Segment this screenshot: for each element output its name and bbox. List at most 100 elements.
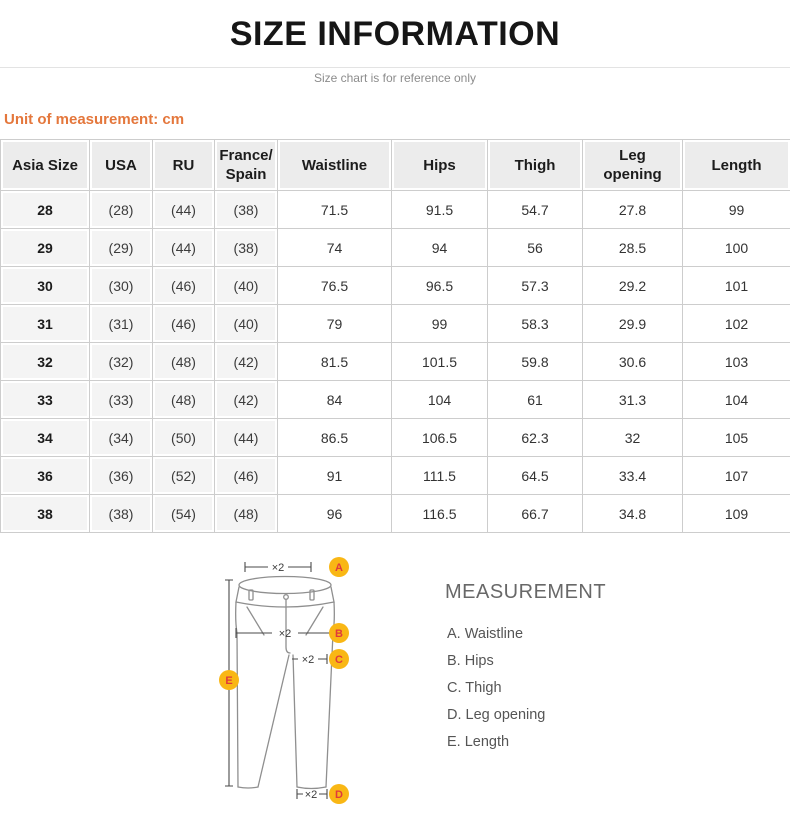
badge-d: D: [329, 784, 349, 804]
size-value-cell: 102: [683, 305, 790, 343]
size-value-cell: 101: [683, 267, 790, 305]
size-value-cell: (48): [153, 381, 215, 419]
asia-size-cell: 29: [1, 229, 90, 267]
legend-item: D. Leg opening: [447, 702, 606, 729]
asia-size-cell: 30: [1, 267, 90, 305]
size-value-cell: 99: [392, 305, 488, 343]
size-value-cell: 29.2: [583, 267, 683, 305]
size-value-cell: (44): [215, 419, 278, 457]
size-value-cell: 94: [392, 229, 488, 267]
size-value-cell: (31): [90, 305, 153, 343]
size-value-cell: 27.8: [583, 191, 683, 229]
column-header: Waistline: [278, 140, 392, 191]
size-value-cell: (38): [215, 191, 278, 229]
size-value-cell: 54.7: [488, 191, 583, 229]
asia-size-cell: 38: [1, 495, 90, 533]
size-value-cell: (48): [153, 343, 215, 381]
size-value-cell: 104: [683, 381, 790, 419]
size-value-cell: (52): [153, 457, 215, 495]
legend-title: MEASUREMENT: [445, 581, 606, 603]
asia-size-cell: 28: [1, 191, 90, 229]
size-value-cell: (40): [215, 267, 278, 305]
size-value-cell: 56: [488, 229, 583, 267]
legend-item: C. Thigh: [447, 675, 606, 702]
column-header: Hips: [392, 140, 488, 191]
size-value-cell: (38): [215, 229, 278, 267]
size-value-cell: (40): [215, 305, 278, 343]
size-value-cell: 66.7: [488, 495, 583, 533]
size-value-cell: 57.3: [488, 267, 583, 305]
size-value-cell: (46): [215, 457, 278, 495]
asia-size-cell: 32: [1, 343, 90, 381]
size-value-cell: 109: [683, 495, 790, 533]
column-header: Asia Size: [1, 140, 90, 191]
badge-e: E: [219, 670, 239, 690]
size-value-cell: 71.5: [278, 191, 392, 229]
asia-size-cell: 33: [1, 381, 90, 419]
size-value-cell: 61: [488, 381, 583, 419]
page-title: SIZE INFORMATION: [0, 14, 790, 54]
size-value-cell: (50): [153, 419, 215, 457]
size-value-cell: (36): [90, 457, 153, 495]
size-value-cell: (48): [215, 495, 278, 533]
column-header: France/ Spain: [215, 140, 278, 191]
size-value-cell: 100: [683, 229, 790, 267]
size-value-cell: 101.5: [392, 343, 488, 381]
size-value-cell: 111.5: [392, 457, 488, 495]
column-header: Leg opening: [583, 140, 683, 191]
legend-item: B. Hips: [447, 648, 606, 675]
column-header: RU: [153, 140, 215, 191]
pants-outline: [236, 577, 335, 789]
thigh-x2-label: ×2: [302, 654, 315, 666]
size-value-cell: (44): [153, 229, 215, 267]
size-value-cell: 81.5: [278, 343, 392, 381]
size-value-cell: 30.6: [583, 343, 683, 381]
size-value-cell: 96.5: [392, 267, 488, 305]
size-value-cell: 86.5: [278, 419, 392, 457]
size-value-cell: 116.5: [392, 495, 488, 533]
size-value-cell: 29.9: [583, 305, 683, 343]
size-value-cell: 104: [392, 381, 488, 419]
size-value-cell: (42): [215, 381, 278, 419]
waistline-x2-label: ×2: [272, 562, 285, 574]
legend-item: E. Length: [447, 729, 606, 756]
size-value-cell: 91.5: [392, 191, 488, 229]
badge-b: B: [329, 623, 349, 643]
asia-size-cell: 34: [1, 419, 90, 457]
size-value-cell: 32: [583, 419, 683, 457]
size-value-cell: (42): [215, 343, 278, 381]
column-header: Thigh: [488, 140, 583, 191]
divider-line: [0, 67, 790, 68]
size-value-cell: 105: [683, 419, 790, 457]
svg-text:C: C: [335, 654, 343, 666]
badge-a: A: [329, 557, 349, 577]
size-value-cell: (54): [153, 495, 215, 533]
svg-text:E: E: [225, 675, 232, 687]
leg-opening-x2-label: ×2: [305, 789, 318, 801]
size-value-cell: (32): [90, 343, 153, 381]
size-value-cell: (33): [90, 381, 153, 419]
size-value-cell: (34): [90, 419, 153, 457]
size-value-cell: 74: [278, 229, 392, 267]
size-value-cell: 28.5: [583, 229, 683, 267]
hips-x2-label: ×2: [279, 628, 292, 640]
size-value-cell: (38): [90, 495, 153, 533]
size-value-cell: (44): [153, 191, 215, 229]
size-value-cell: 64.5: [488, 457, 583, 495]
column-header: USA: [90, 140, 153, 191]
svg-text:D: D: [335, 789, 343, 801]
unit-of-measurement-label: Unit of measurement: cm: [4, 111, 790, 129]
size-value-cell: (46): [153, 305, 215, 343]
asia-size-cell: 36: [1, 457, 90, 495]
